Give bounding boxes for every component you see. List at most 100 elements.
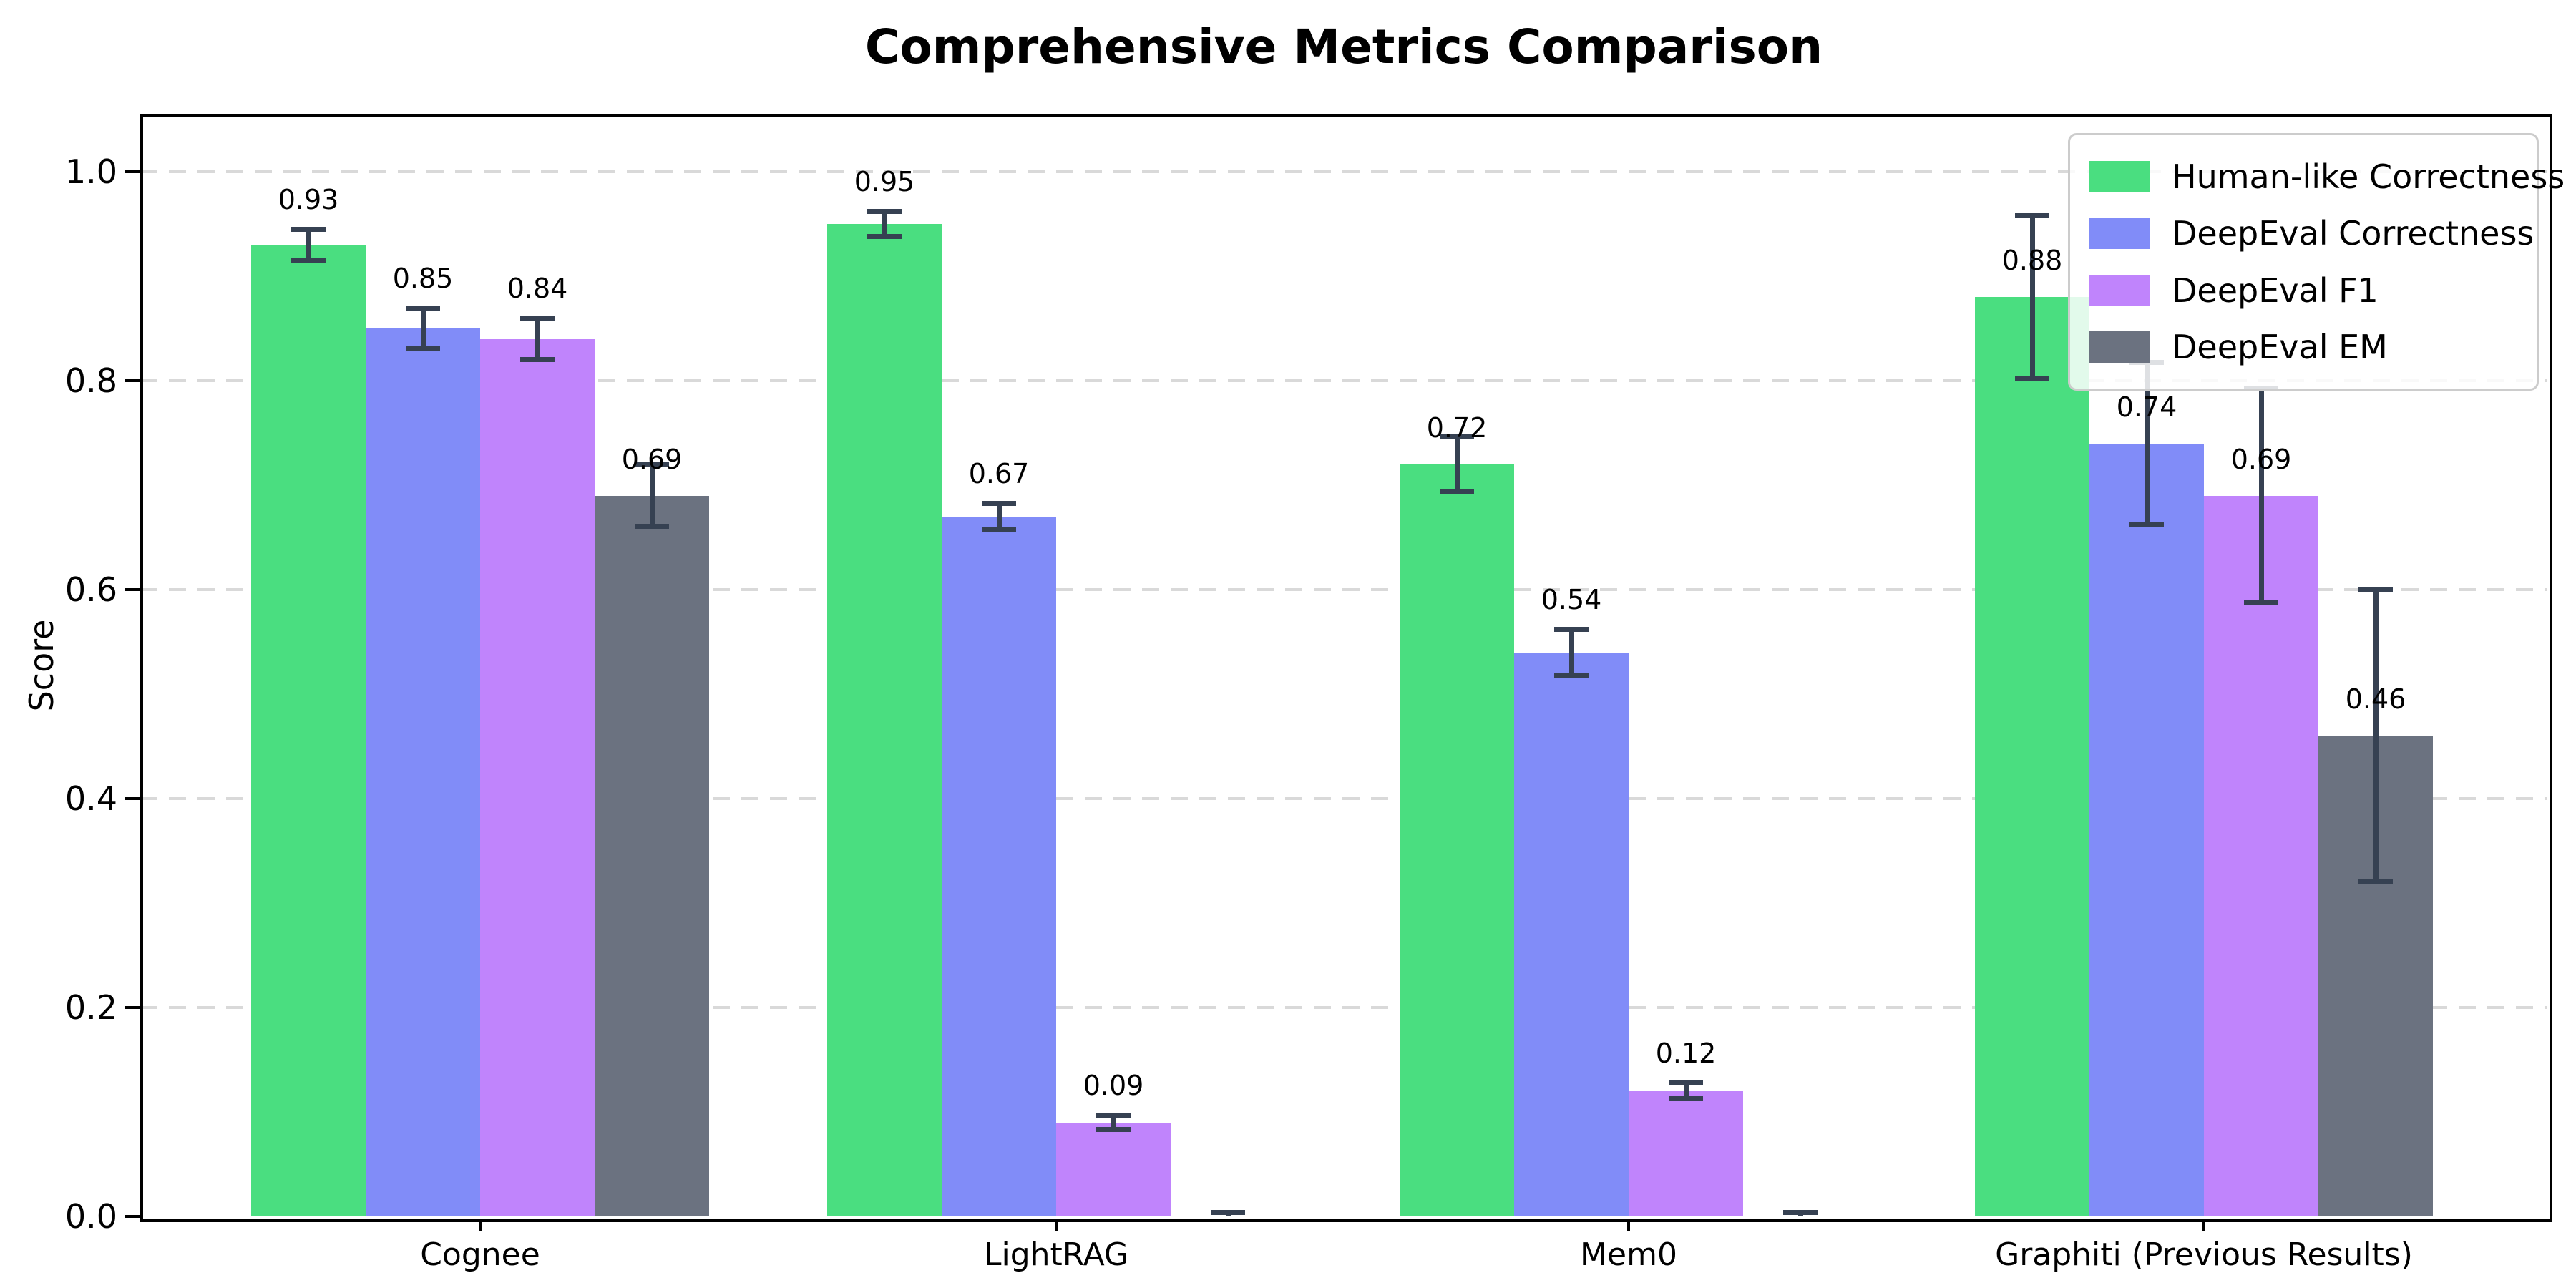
gridline [140, 588, 2547, 591]
legend: Human-like Correctness DeepEval Correctn… [2068, 133, 2565, 391]
bar-value-label: 0.54 [1541, 584, 1602, 616]
error-bar [420, 307, 426, 350]
error-bar-cap [2358, 587, 2393, 592]
bar [1400, 464, 1514, 1216]
x-tick [2202, 1219, 2205, 1231]
error-bar-cap [635, 462, 669, 467]
bar-value-label: 0.88 [2001, 245, 2063, 277]
bar [1514, 652, 1629, 1216]
legend-item: Human-like Correctness [2089, 148, 2565, 205]
error-bar [1683, 1083, 1689, 1100]
error-bar [306, 229, 311, 261]
legend-swatch-icon [2089, 218, 2150, 250]
legend-label: DeepEval EM [2172, 328, 2388, 367]
x-tick [479, 1219, 482, 1231]
error-bar-cap [291, 227, 326, 233]
bar-value-label: 0.09 [1083, 1070, 1144, 1102]
legend-swatch-icon [2089, 160, 2150, 192]
error-bar-cap [406, 305, 440, 311]
bar-value-label: 0.93 [278, 184, 339, 216]
x-tick [1627, 1219, 1630, 1231]
error-bar-cap [2244, 600, 2278, 605]
error-bar-cap [1554, 672, 1589, 678]
error-bar-cap [406, 346, 440, 352]
error-bar [2373, 590, 2379, 882]
gridline [140, 1006, 2547, 1009]
error-bar-cap [1440, 489, 1474, 495]
legend-item: DeepEval EM [2089, 319, 2518, 376]
bar-value-label: 0.74 [2116, 391, 2177, 423]
error-bar-cap [1783, 1210, 1818, 1216]
x-category-label: Cognee [420, 1236, 540, 1273]
error-bar-cap [2358, 879, 2393, 884]
error-bar [996, 502, 1002, 530]
error-bar-cap [2129, 522, 2164, 527]
y-tick-label: 0.8 [64, 361, 117, 400]
y-tick [125, 588, 140, 591]
error-bar [2029, 215, 2035, 379]
error-bar [1454, 436, 1460, 493]
y-tick-label: 1.0 [64, 152, 117, 191]
bar [2089, 443, 2204, 1216]
bar [480, 338, 595, 1216]
y-tick-label: 0.6 [64, 570, 117, 609]
y-tick [125, 797, 140, 800]
bar [942, 516, 1056, 1216]
y-tick-label: 0.0 [64, 1197, 117, 1236]
legend-swatch-icon [2089, 331, 2150, 364]
bar [1056, 1122, 1171, 1216]
bar-value-label: 0.12 [1655, 1038, 1717, 1070]
bar [2204, 495, 2318, 1216]
error-bar-cap [520, 316, 555, 321]
y-tick-label: 0.2 [64, 988, 117, 1027]
bar-value-label: 0.67 [968, 457, 1030, 489]
chart-title: Comprehensive Metrics Comparison [864, 19, 1823, 74]
legend-item: DeepEval Correctness [2089, 205, 2534, 263]
bar-value-label: 0.84 [507, 273, 568, 305]
bar-value-label: 0.85 [392, 262, 454, 294]
x-category-label: Mem0 [1580, 1236, 1677, 1273]
gridline [140, 379, 2547, 382]
error-bar [1568, 629, 1574, 675]
legend-label: Human-like Correctness [2172, 157, 2565, 196]
error-bar-cap [982, 527, 1016, 532]
bar-value-label: 0.46 [2345, 683, 2406, 716]
bar-value-label: 0.95 [854, 166, 915, 198]
bar [1975, 297, 2089, 1216]
bar-value-label: 0.72 [1426, 411, 1488, 444]
error-bar [882, 211, 887, 237]
bar [595, 495, 709, 1216]
legend-item: DeepEval F1 [2089, 262, 2518, 319]
legend-label: DeepEval F1 [2172, 270, 2379, 310]
y-tick-label: 0.4 [64, 779, 117, 818]
error-bar [1111, 1115, 1116, 1130]
error-bar [2258, 388, 2264, 603]
error-bar-cap [291, 258, 326, 263]
y-tick [125, 1215, 140, 1218]
error-bar [535, 318, 540, 360]
y-tick [125, 170, 140, 173]
bar [251, 245, 366, 1216]
bar [366, 328, 480, 1216]
error-bar-cap [1669, 1080, 1703, 1086]
bar [827, 224, 942, 1216]
bar [1629, 1091, 1743, 1216]
bar-value-label: 0.69 [621, 443, 683, 475]
error-bar-cap [1096, 1126, 1131, 1132]
error-bar-cap [1669, 1096, 1703, 1102]
legend-swatch-icon [2089, 274, 2150, 306]
y-axis-title: Score [22, 619, 61, 712]
x-category-label: Graphiti (Previous Results) [1995, 1236, 2413, 1273]
error-bar-cap [1211, 1210, 1245, 1216]
x-category-label: LightRAG [983, 1236, 1129, 1273]
y-tick [125, 1006, 140, 1009]
error-bar [649, 464, 655, 527]
gridline [140, 170, 2547, 173]
y-tick [125, 379, 140, 382]
error-bar-cap [1440, 434, 1474, 439]
error-bar-cap [520, 356, 555, 362]
gridline [140, 797, 2547, 800]
error-bar-cap [867, 209, 902, 215]
error-bar [2144, 361, 2150, 525]
